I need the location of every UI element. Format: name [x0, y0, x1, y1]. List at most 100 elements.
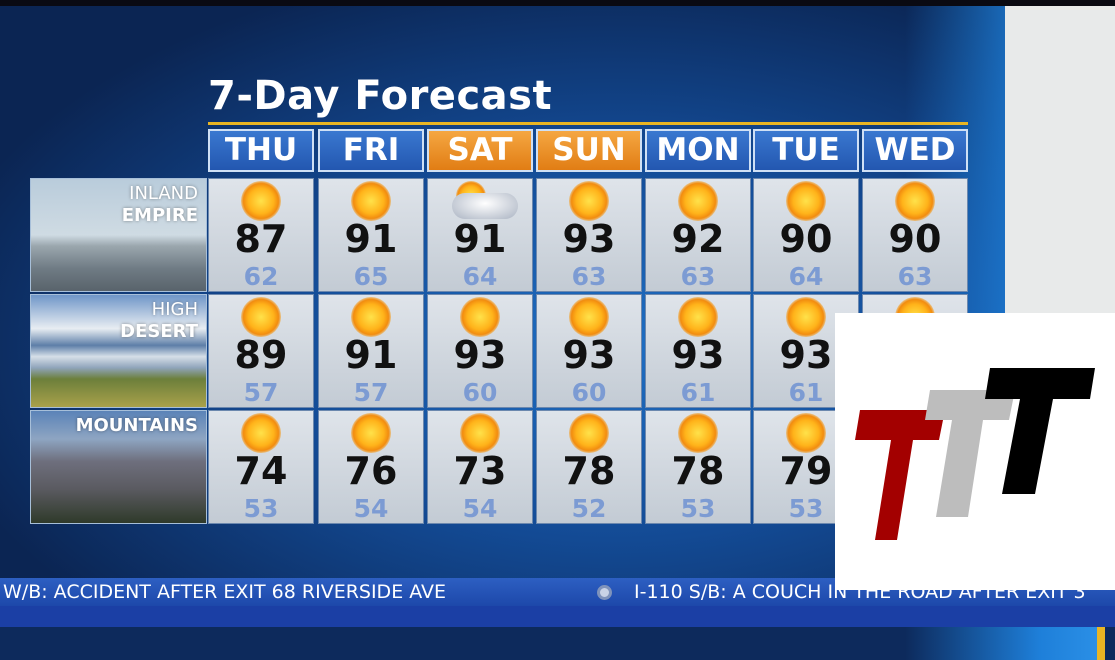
low-temp: 60	[571, 378, 607, 407]
low-temp: 65	[353, 262, 389, 291]
high-temp: 90	[779, 217, 833, 261]
day-header-thu: THU	[208, 129, 314, 172]
region-label-line2: DESERT	[120, 321, 198, 342]
forecast-cell: 90 63	[862, 178, 968, 292]
high-temp: 78	[562, 449, 616, 493]
day-header-sat: SAT	[427, 129, 533, 172]
forecast-cell: 89 57	[208, 294, 314, 408]
region-label-line1: INLAND	[129, 183, 198, 204]
sun-icon	[351, 413, 391, 453]
sun-icon	[678, 297, 718, 337]
high-temp: 91	[344, 333, 398, 377]
ttt-logo	[835, 313, 1115, 590]
sun-icon	[786, 413, 826, 453]
forecast-cell: 87 62	[208, 178, 314, 292]
low-temp: 63	[680, 262, 716, 291]
low-temp: 60	[462, 378, 498, 407]
region-image-1: HIGH DESERT	[30, 294, 207, 408]
region-label-line2: EMPIRE	[121, 205, 198, 226]
high-temp: 79	[779, 449, 833, 493]
sun-icon	[678, 413, 718, 453]
high-temp: 74	[234, 449, 288, 493]
region-label-line1: HIGH	[151, 299, 198, 320]
sun-icon	[569, 181, 609, 221]
logo-t-black	[985, 368, 1095, 494]
day-header-fri: FRI	[318, 129, 424, 172]
forecast-cell: 93 61	[645, 294, 751, 408]
forecast-cell: 92 63	[645, 178, 751, 292]
sun-icon	[460, 297, 500, 337]
day-header-mon: MON	[645, 129, 751, 172]
title-underline	[208, 122, 968, 125]
day-header-tue: TUE	[753, 129, 859, 172]
high-temp: 78	[671, 449, 725, 493]
low-temp: 63	[571, 262, 607, 291]
high-temp: 91	[344, 217, 398, 261]
high-temp: 93	[671, 333, 725, 377]
forecast-cell: 78 53	[645, 410, 751, 524]
high-temp: 93	[779, 333, 833, 377]
forecast-cell: 73 54	[427, 410, 533, 524]
sun-icon	[786, 181, 826, 221]
sun-icon	[460, 413, 500, 453]
sun-icon	[786, 297, 826, 337]
high-temp: 87	[234, 217, 288, 261]
forecast-cell: 93 60	[427, 294, 533, 408]
ticker-item: W/B: ACCIDENT AFTER EXIT 68 RIVERSIDE AV…	[3, 581, 447, 603]
low-temp: 54	[353, 494, 389, 523]
forecast-cell: 91 57	[318, 294, 424, 408]
low-temp: 61	[680, 378, 716, 407]
forecast-cell: 76 54	[318, 410, 424, 524]
cbs-eye-icon	[597, 585, 612, 600]
region-image-2: MOUNTAINS	[30, 410, 207, 524]
forecast-cell: 74 53	[208, 410, 314, 524]
sun-icon	[241, 413, 281, 453]
region-label: MOUNTAINS	[76, 415, 198, 437]
sun-icon	[351, 297, 391, 337]
day-header-wed: WED	[862, 129, 968, 172]
high-temp: 89	[234, 333, 288, 377]
low-temp: 54	[462, 494, 498, 523]
low-temp: 52	[571, 494, 607, 523]
page-title: 7-Day Forecast	[208, 73, 553, 119]
low-temp: 64	[462, 262, 498, 291]
logo-t-red	[855, 410, 945, 540]
forecast-cell: 90 64	[753, 178, 859, 292]
low-temp: 53	[243, 494, 279, 523]
sun-icon	[241, 297, 281, 337]
low-temp: 64	[788, 262, 824, 291]
low-temp: 57	[243, 378, 279, 407]
forecast-cell: 91 65	[318, 178, 424, 292]
logo-t-gray	[925, 390, 1015, 517]
high-temp: 93	[562, 333, 616, 377]
forecast-cell: 93 63	[536, 178, 642, 292]
forecast-cell: 93 60	[536, 294, 642, 408]
high-temp: 92	[671, 217, 725, 261]
bottom-bar	[0, 606, 1115, 627]
day-header-sun: SUN	[536, 129, 642, 172]
low-temp: 62	[243, 262, 279, 291]
high-temp: 76	[344, 449, 398, 493]
sun-icon	[678, 181, 718, 221]
high-temp: 93	[562, 217, 616, 261]
region-label: INLAND EMPIRE	[122, 183, 198, 227]
forecast-cell: 91 64	[427, 178, 533, 292]
high-temp: 90	[888, 217, 942, 261]
sun-icon	[351, 181, 391, 221]
top-bar	[0, 0, 1115, 6]
low-temp: 53	[680, 494, 716, 523]
forecast-cell: 78 52	[536, 410, 642, 524]
high-temp: 93	[453, 333, 507, 377]
sun-icon	[895, 181, 935, 221]
low-temp: 61	[788, 378, 824, 407]
region-label: HIGH DESERT	[120, 299, 198, 343]
low-temp: 63	[897, 262, 933, 291]
low-temp: 53	[788, 494, 824, 523]
partly-cloudy-icon	[452, 193, 518, 219]
sun-icon	[241, 181, 281, 221]
region-label-line2: MOUNTAINS	[75, 415, 198, 436]
low-temp: 57	[353, 378, 389, 407]
sun-icon	[569, 413, 609, 453]
high-temp: 73	[453, 449, 507, 493]
sun-icon	[569, 297, 609, 337]
